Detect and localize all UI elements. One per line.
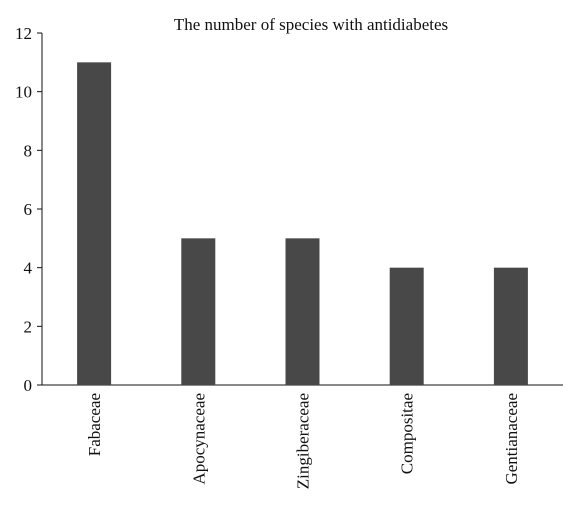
x-tick-label-fabaceae: Fabaceae (85, 393, 104, 456)
y-tick-label: 2 (24, 317, 33, 336)
bar-fabaceae (77, 62, 112, 385)
y-ticks: 0 2 4 6 8 10 12 (15, 24, 42, 395)
x-tick-label-zingiberaceae: Zingiberaceae (294, 393, 313, 489)
bar-compositae (389, 267, 424, 385)
bar-zingiberaceae (285, 238, 320, 385)
bar-gentianaceae (493, 267, 528, 385)
bars (77, 62, 528, 385)
y-tick-label: 4 (24, 259, 33, 278)
x-tick-label-apocynaceae: Apocynaceae (189, 393, 208, 485)
x-tick-label-compositae: Compositae (398, 393, 417, 474)
x-labels: Fabaceae Apocynaceae Zingiberaceae Composit… (85, 393, 521, 489)
x-tick-label-gentianaceae: Gentianaceae (502, 393, 521, 485)
y-tick-label: 6 (24, 200, 33, 219)
bar-apocynaceae (181, 238, 216, 385)
y-tick-label: 12 (15, 24, 32, 43)
chart-title: The number of species with antidiabetes (174, 15, 448, 34)
y-tick-label: 0 (24, 376, 33, 395)
y-tick-label: 10 (15, 83, 32, 102)
y-tick-label: 8 (24, 141, 33, 160)
